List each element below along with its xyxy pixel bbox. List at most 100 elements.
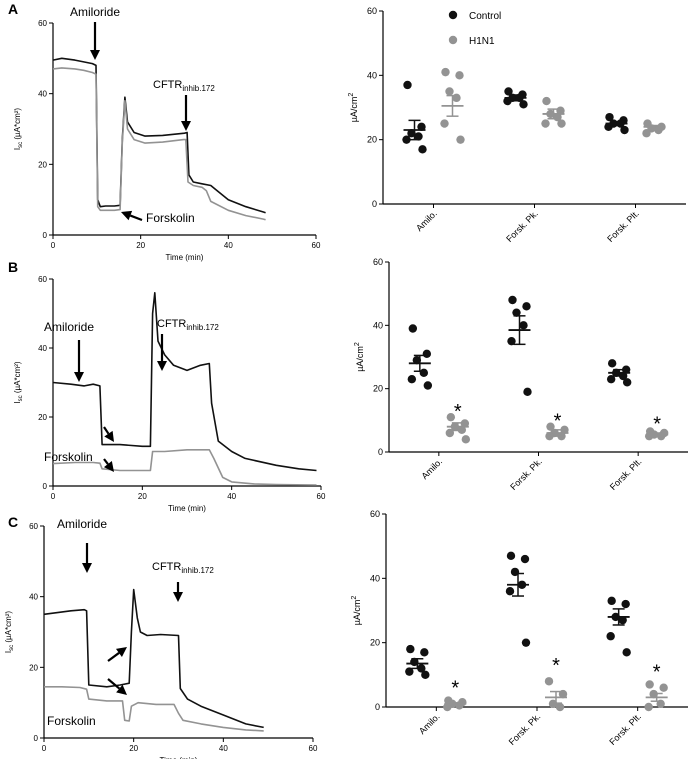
amiloride-arrow-head xyxy=(82,563,92,573)
data-point xyxy=(405,667,414,676)
legend-marker-h1n1 xyxy=(448,35,458,45)
amiloride-label: Amiloride xyxy=(44,320,94,334)
group-h1n1 xyxy=(545,422,569,441)
data-point xyxy=(512,308,521,317)
data-point xyxy=(607,359,617,368)
forskolin-arrow xyxy=(121,210,143,222)
data-point xyxy=(621,365,631,374)
data-point xyxy=(407,374,417,384)
data-point xyxy=(450,422,460,431)
data-point xyxy=(556,106,565,115)
data-point xyxy=(456,135,465,144)
forskolin-arrow-2-head xyxy=(103,461,114,472)
data-point xyxy=(611,368,621,378)
data-point xyxy=(557,119,566,128)
data-point xyxy=(645,680,654,689)
y-axis-label-sub: sc xyxy=(9,645,15,651)
group-control xyxy=(405,644,430,680)
amiloride-label: Amiloride xyxy=(70,5,120,19)
y-axis-label-sup: 2 xyxy=(348,93,355,97)
forskolin-arrow-2-head xyxy=(116,684,127,695)
y-axis-label: µA/cm2 xyxy=(348,93,359,123)
y-axis-label-main: I xyxy=(4,651,13,653)
y-tick-label: 40 xyxy=(370,573,380,583)
y-tick-label: 0 xyxy=(372,199,377,209)
data-point xyxy=(408,324,418,333)
y-axis-label-main: I xyxy=(13,148,22,150)
trace-line-h1n1 xyxy=(52,67,266,221)
data-point xyxy=(517,580,527,589)
data-point xyxy=(553,112,562,122)
data-point xyxy=(446,412,456,422)
forskolin-arrow-shaft xyxy=(129,214,143,222)
data-point xyxy=(649,689,658,699)
data-point xyxy=(656,699,665,708)
y-axis-label-rest: (µA*cm²) xyxy=(4,611,13,645)
data-point xyxy=(452,93,461,103)
forskolin-arrow-2 xyxy=(103,458,114,472)
forskolin-label: Forskolin xyxy=(146,211,195,225)
data-point xyxy=(618,615,627,625)
x-tick-label: 60 xyxy=(317,492,326,501)
cftr-label-sub: inhib.172 xyxy=(181,566,214,575)
significance-asterisk: * xyxy=(554,410,562,432)
x-tick-label: 20 xyxy=(129,744,138,753)
y-tick-label: 60 xyxy=(38,19,47,28)
forskolin-arrow-1-head xyxy=(115,647,127,657)
group-h1n1 xyxy=(642,119,666,138)
data-point xyxy=(521,638,531,647)
y-tick-label: 20 xyxy=(370,638,380,648)
y-axis-label-main: µA/cm xyxy=(352,600,362,626)
data-point xyxy=(402,135,411,144)
cftr-label-main: CFTR xyxy=(153,79,182,91)
y-tick-label: 20 xyxy=(373,384,383,394)
group-control xyxy=(606,596,631,657)
cftr-label-sub: inhib.172 xyxy=(186,323,219,332)
category-label: Forsk. Pk. xyxy=(507,711,543,747)
group-h1n1 xyxy=(644,427,669,441)
y-tick-label: 60 xyxy=(373,257,383,267)
forskolin-arrow-1 xyxy=(107,647,127,662)
y-axis-label-rest: (µA*cm²) xyxy=(13,361,22,395)
data-point xyxy=(417,664,426,673)
data-point xyxy=(506,551,516,561)
legend-marker-control xyxy=(448,10,458,20)
data-point xyxy=(618,371,628,381)
y-tick-label: 0 xyxy=(43,482,48,491)
data-point xyxy=(457,425,467,435)
data-point xyxy=(622,648,631,657)
category-label: Amilo. xyxy=(414,208,439,233)
data-point xyxy=(455,701,464,710)
data-point xyxy=(403,80,412,90)
forskolin-arrow-2 xyxy=(107,678,127,695)
forskolin-arrow-1-head xyxy=(104,430,114,442)
legend-label-control: Control xyxy=(469,11,501,22)
data-point xyxy=(611,612,620,622)
forskolin-arrow-2-shaft xyxy=(103,458,109,465)
category-label: Forsk. Plt. xyxy=(607,711,643,747)
data-point xyxy=(407,129,416,138)
amiloride-arrow xyxy=(74,340,84,382)
group-h1n1 xyxy=(541,96,566,128)
data-point xyxy=(422,349,432,359)
data-point xyxy=(414,132,423,141)
trace-line-control xyxy=(43,588,264,729)
data-point xyxy=(445,87,454,96)
data-point xyxy=(606,374,616,384)
significance-asterisk: * xyxy=(451,678,459,700)
data-point xyxy=(510,567,520,577)
data-point xyxy=(505,587,515,596)
cftr-arrow xyxy=(173,582,183,602)
y-axis-label-main: I xyxy=(13,401,22,403)
trace-chart: 0 20 40 60 0 20 40 60 Time (min) Isc (µA*cm²) Amil… xyxy=(13,5,321,262)
data-point xyxy=(508,295,517,305)
x-axis-label: Time (min) xyxy=(168,504,206,513)
significance-asterisk: * xyxy=(552,655,560,677)
group-control xyxy=(407,324,433,390)
data-point xyxy=(519,321,528,330)
data-point xyxy=(461,435,471,444)
amiloride-arrow xyxy=(90,22,100,60)
